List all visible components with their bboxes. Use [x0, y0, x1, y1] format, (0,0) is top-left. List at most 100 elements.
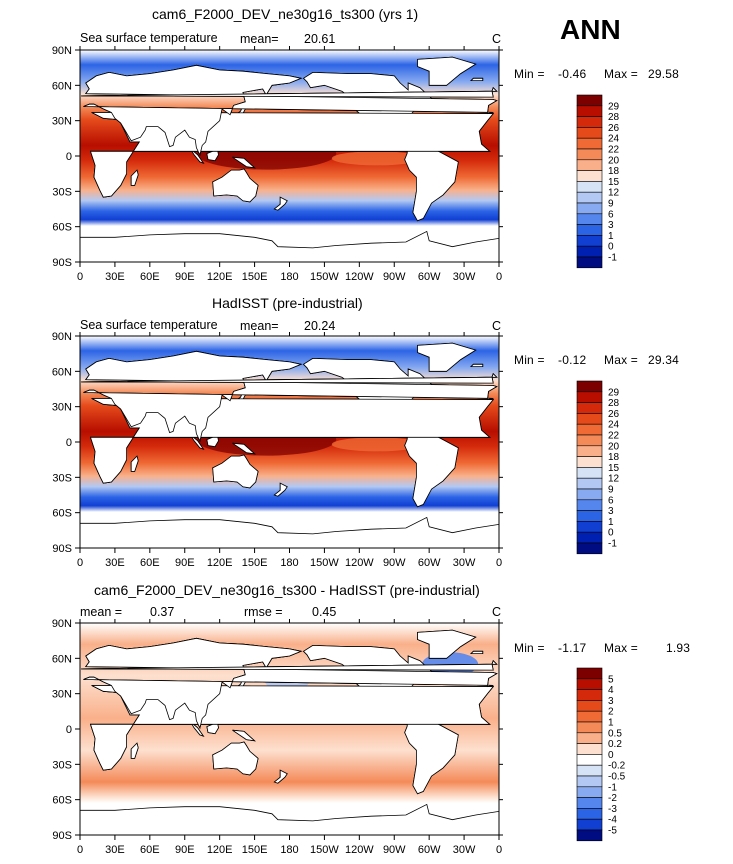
lon-tick-label: 120E	[207, 844, 233, 856]
colorbar-label: 0	[608, 528, 614, 539]
colorbar-label: 12	[608, 474, 620, 485]
land-uk-wrap	[81, 659, 498, 671]
colorbar-label: 3	[608, 506, 614, 517]
lat-tick-label: 30S	[52, 759, 72, 771]
panel-2-variable: Sea surface temperature	[80, 318, 218, 332]
colorbar-box	[576, 689, 603, 701]
lon-tick-label: 0	[77, 271, 83, 283]
lon-tick-label: 180	[280, 271, 298, 283]
lon-tick-label: 180	[280, 557, 298, 569]
colorbar-box	[576, 797, 603, 809]
colorbar-label: 22	[608, 145, 620, 156]
lat-tick-label: 0	[66, 437, 72, 449]
lat-tick-label: 60S	[52, 222, 72, 234]
colorbar-label: -0.5	[608, 772, 626, 783]
colorbar-label: 24	[608, 134, 620, 145]
panel-2-min-label: Min =	[514, 353, 545, 367]
land-eurasia-wrap	[83, 637, 498, 729]
panel-3-units: C	[492, 605, 502, 619]
colorbar-label: -1	[608, 539, 617, 550]
land-greenland	[417, 342, 477, 372]
colorbar-label: -3	[608, 804, 617, 815]
lat-tick-label: 60S	[52, 508, 72, 520]
lon-tick-label: 60E	[140, 271, 160, 283]
colorbar-label: -1	[608, 253, 617, 264]
lat-tick-label: 60N	[52, 366, 72, 378]
panel-3-rmse-label: rmse =	[244, 605, 283, 619]
land-newzealand	[273, 196, 288, 211]
colorbar-label: 5	[608, 674, 614, 685]
panel-3-max-value: 1.93	[666, 641, 691, 655]
lon-tick-label: 120W	[345, 844, 374, 856]
lon-tick-label: 120E	[207, 271, 233, 283]
panel-2-title: HadISST (pre-industrial)	[212, 295, 363, 311]
panel-1-min-value: -0.46	[558, 67, 587, 81]
lat-tick-label: 60S	[52, 795, 72, 807]
colorbar-label: 29	[608, 101, 620, 112]
lat-tick-label: 60N	[52, 653, 72, 665]
land-uk-wrap	[81, 372, 498, 384]
lon-tick-label: 0	[496, 271, 502, 283]
land-australia	[212, 168, 259, 203]
lat-tick-label: 0	[66, 724, 72, 736]
colorbar-box	[576, 743, 603, 755]
colorbar-label: -0.2	[608, 761, 626, 772]
lat-tick-label: 30N	[52, 402, 72, 414]
lon-tick-label: 0	[77, 844, 83, 856]
colorbar-label: 20	[608, 441, 620, 452]
colorbar-label: 20	[608, 155, 620, 166]
lon-tick-label: 120E	[207, 557, 233, 569]
panel-3-mean-label: mean =	[80, 605, 123, 619]
colorbar-label: 18	[608, 452, 620, 463]
land-uk-wrap	[81, 86, 498, 98]
colorbar-label: 1	[608, 517, 614, 528]
colorbar-label: 12	[608, 188, 620, 199]
panel-2-max-value: 29.34	[648, 353, 680, 367]
colorbar-label: 0	[608, 242, 614, 253]
lon-tick-label: 150W	[310, 557, 339, 569]
colorbar-label: 2	[608, 707, 614, 718]
lon-tick-label: 90E	[175, 271, 195, 283]
land-antarctica	[80, 803, 499, 835]
colorbar-label: 0	[608, 750, 614, 761]
colorbar-box	[576, 710, 603, 723]
colorbar-label: 26	[608, 409, 620, 420]
colorbar-box	[576, 732, 603, 744]
lon-tick-label: 150E	[242, 271, 268, 283]
land-iceland-wrap	[470, 77, 484, 81]
lon-tick-label: 60W	[418, 271, 441, 283]
panel-3-title: cam6_F2000_DEV_ne30g16_ts300 - HadISST (…	[94, 582, 480, 598]
colorbar-label: 4	[608, 685, 614, 696]
lon-tick-label: 90W	[383, 844, 406, 856]
colorbar-box	[576, 667, 603, 680]
lon-tick-label: 150E	[242, 844, 268, 856]
colorbar-box	[576, 700, 603, 712]
land-newguinea	[232, 729, 256, 742]
lon-tick-label: 0	[496, 844, 502, 856]
land-greenland	[417, 56, 477, 86]
colorbar-label: 18	[608, 166, 620, 177]
land-newguinea	[232, 156, 256, 169]
land-newguinea	[232, 442, 256, 455]
panel-3-min-label: Min =	[514, 641, 545, 655]
panel-3-min-value: -1.17	[558, 641, 587, 655]
lon-tick-label: 90W	[383, 557, 406, 569]
lon-tick-label: 150W	[310, 844, 339, 856]
panel-1-variable: Sea surface temperature	[80, 31, 218, 45]
colorbar-label: 28	[608, 112, 620, 123]
panel-1-max-label: Max =	[604, 67, 639, 81]
land-eurasia-wrap	[83, 64, 498, 156]
panel-2-min-value: -0.12	[558, 353, 587, 367]
lon-tick-label: 30W	[453, 844, 476, 856]
colorbar-box	[576, 721, 603, 734]
lon-tick-label: 60E	[140, 557, 160, 569]
land-greenland	[417, 629, 477, 659]
lon-tick-label: 60W	[418, 844, 441, 856]
land-antarctica	[80, 516, 499, 548]
lat-tick-label: 30N	[52, 689, 72, 701]
lat-tick-label: 0	[66, 151, 72, 163]
panel-2-mean-label: mean=	[240, 319, 279, 333]
colorbar-box	[576, 775, 603, 788]
